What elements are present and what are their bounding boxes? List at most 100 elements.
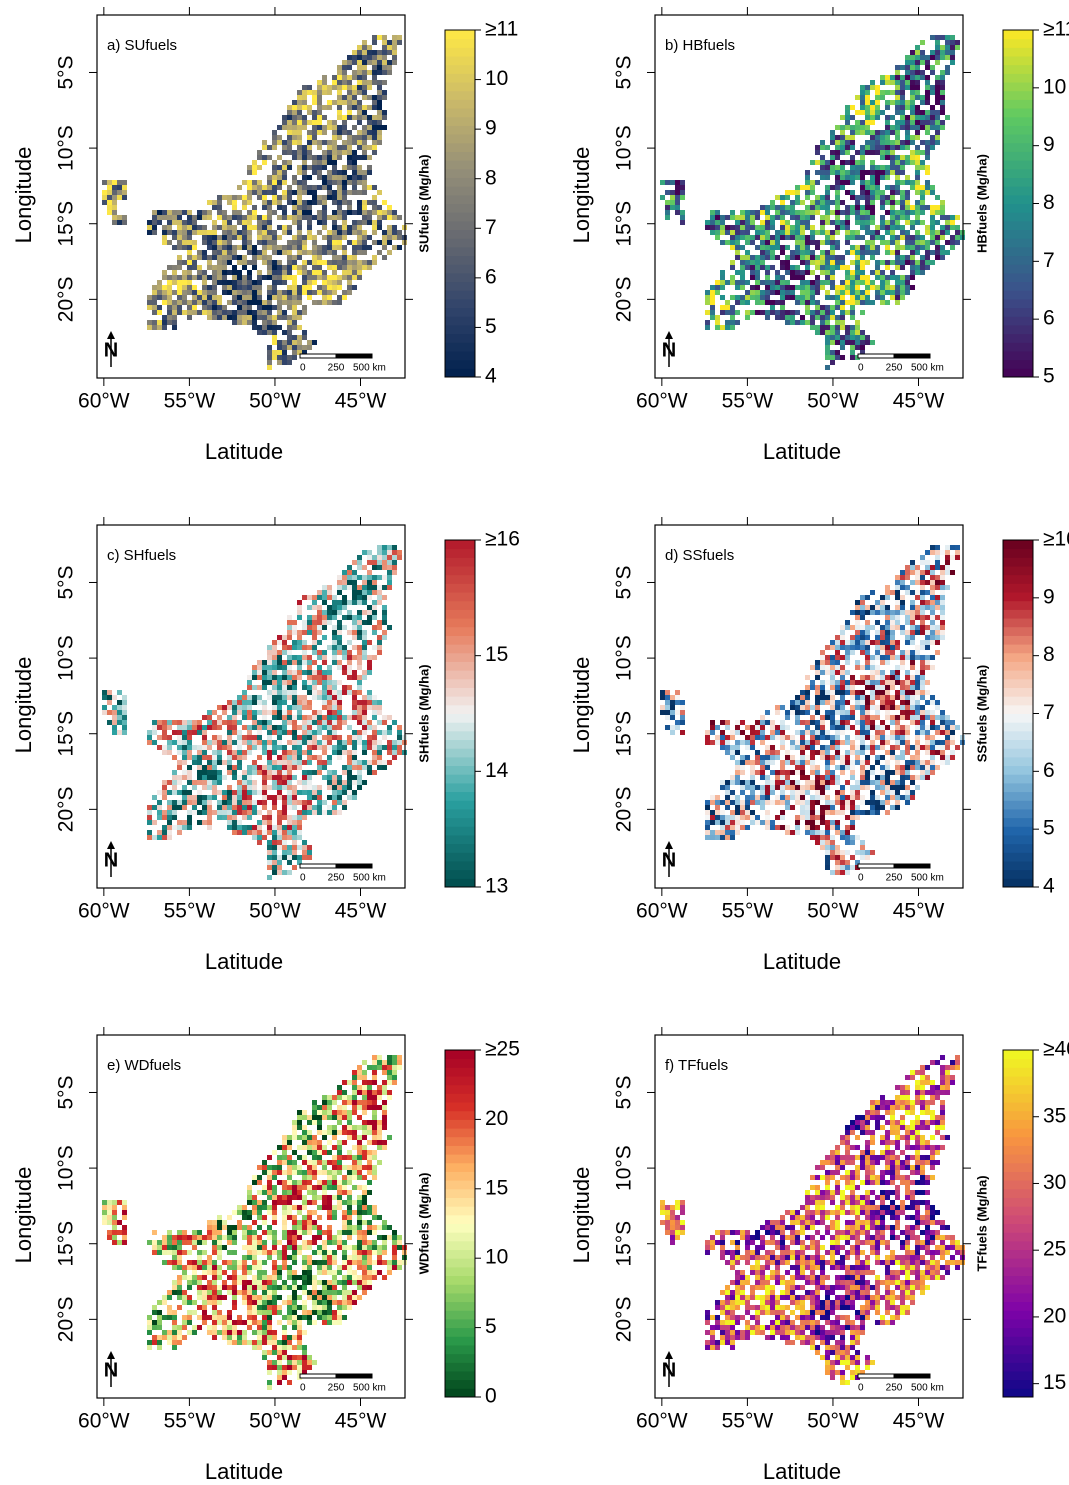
map-pixel xyxy=(780,720,785,725)
map-pixel xyxy=(292,765,297,770)
map-pixel xyxy=(192,215,197,220)
map-pixel xyxy=(267,300,272,305)
map-pixel xyxy=(855,610,860,615)
map-pixel xyxy=(247,225,252,230)
map-pixel xyxy=(297,705,302,710)
map-pixel xyxy=(840,635,845,640)
map-pixel xyxy=(327,605,332,610)
map-pixel xyxy=(755,265,760,270)
map-pixel xyxy=(810,270,815,275)
map-pixel xyxy=(860,300,865,305)
map-pixel xyxy=(247,315,252,320)
map-pixel xyxy=(367,575,372,580)
colorbar-band xyxy=(445,160,475,170)
map-pixel xyxy=(660,690,665,695)
map-pixel xyxy=(302,815,307,820)
map-pixel xyxy=(182,210,187,215)
map-pixel xyxy=(292,835,297,840)
map-pixel xyxy=(302,850,307,855)
map-pixel xyxy=(317,285,322,290)
map-pixel xyxy=(292,275,297,280)
map-pixel xyxy=(327,155,332,160)
map-pixel xyxy=(865,720,870,725)
map-pixel xyxy=(107,200,112,205)
map-pixel xyxy=(665,205,670,210)
map-pixel xyxy=(242,810,247,815)
map-pixel xyxy=(267,825,272,830)
map-pixel xyxy=(222,805,227,810)
map-pixel xyxy=(117,700,122,705)
map-pixel xyxy=(945,220,950,225)
map-pixel xyxy=(357,175,362,180)
map-pixel xyxy=(162,230,167,235)
map-pixel xyxy=(207,745,212,750)
map-pixel xyxy=(117,720,122,725)
map-pixel xyxy=(362,700,367,705)
map-pixel xyxy=(920,575,925,580)
map-pixel xyxy=(222,280,227,285)
map-pixel xyxy=(347,770,352,775)
map-pixel xyxy=(347,665,352,670)
map-pixel xyxy=(202,250,207,255)
map-pixel xyxy=(905,135,910,140)
map-pixel xyxy=(317,610,322,615)
map-pixel xyxy=(870,240,875,245)
map-pixel xyxy=(920,265,925,270)
map-pixel xyxy=(362,655,367,660)
map-pixel xyxy=(217,770,222,775)
map-pixel xyxy=(302,210,307,215)
map-pixel xyxy=(765,265,770,270)
map-pixel xyxy=(880,700,885,705)
map-pixel xyxy=(332,140,337,145)
map-pixel xyxy=(172,325,177,330)
map-pixel xyxy=(362,40,367,45)
map-pixel xyxy=(765,315,770,320)
map-pixel xyxy=(352,760,357,765)
map-pixel xyxy=(820,225,825,230)
map-pixel xyxy=(287,340,292,345)
map-pixel xyxy=(347,570,352,575)
map-pixel xyxy=(317,680,322,685)
map-pixel xyxy=(212,315,217,320)
map-pixel xyxy=(367,50,372,55)
map-pixel xyxy=(302,240,307,245)
map-pixel xyxy=(885,260,890,265)
map-pixel xyxy=(317,790,322,795)
map-pixel xyxy=(222,745,227,750)
map-pixel xyxy=(287,795,292,800)
map-pixel xyxy=(850,725,855,730)
map-pixel xyxy=(312,795,317,800)
map-pixel xyxy=(880,285,885,290)
map-pixel xyxy=(840,210,845,215)
map-pixel xyxy=(277,780,282,785)
map-pixel xyxy=(710,305,715,310)
map-pixel xyxy=(357,595,362,600)
map-pixel xyxy=(162,290,167,295)
map-pixel xyxy=(332,260,337,265)
map-pixel xyxy=(765,235,770,240)
map-pixel xyxy=(875,695,880,700)
map-pixel xyxy=(910,155,915,160)
map-pixel xyxy=(282,215,287,220)
map-pixel xyxy=(247,170,252,175)
map-pixel xyxy=(855,330,860,335)
map-pixel xyxy=(830,150,835,155)
map-pixel xyxy=(840,310,845,315)
map-pixel xyxy=(925,665,930,670)
map-pixel xyxy=(317,265,322,270)
map-pixel xyxy=(312,735,317,740)
map-pixel xyxy=(810,260,815,265)
map-pixel xyxy=(302,740,307,745)
map-pixel xyxy=(860,675,865,680)
map-pixel xyxy=(237,805,242,810)
map-pixel xyxy=(322,105,327,110)
map-pixel xyxy=(885,280,890,285)
colorbar-band xyxy=(445,626,475,636)
map-pixel xyxy=(237,700,242,705)
map-pixel xyxy=(900,230,905,235)
map-pixel xyxy=(352,75,357,80)
map-pixel xyxy=(850,275,855,280)
map-pixel xyxy=(915,60,920,65)
map-pixel xyxy=(770,730,775,735)
map-pixel xyxy=(840,160,845,165)
